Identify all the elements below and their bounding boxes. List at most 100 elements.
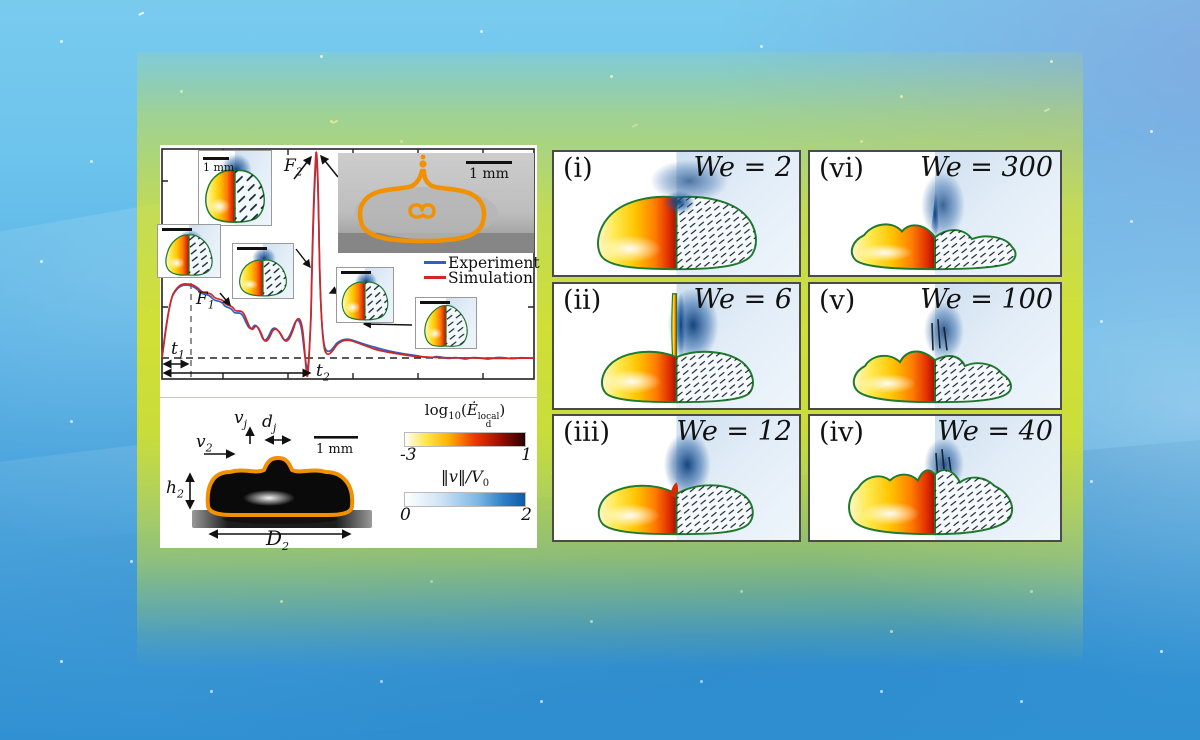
weber-number: We = 6 (693, 284, 793, 315)
scale-bar (420, 301, 450, 304)
h2-sub: 2 (176, 487, 184, 501)
t2-base: t (316, 361, 323, 381)
energy-colorbar-title: log10(Ė local d) (400, 401, 530, 430)
droplet-schematic (185, 426, 372, 539)
snapshot-inset-4 (336, 267, 394, 323)
f1-base: F (196, 289, 208, 309)
we-panel-iv: (iv) We = 40 (808, 414, 1062, 542)
weber-number: We = 100 (920, 284, 1053, 315)
we-panel-graphic (601, 284, 799, 408)
we-panel-graphic (597, 416, 799, 540)
vj-label: vj (234, 408, 248, 431)
snapshot-inset-5 (415, 297, 477, 349)
energy-min: -3 (400, 445, 417, 465)
simulation-line-swatch (424, 276, 446, 279)
snapshot-inset-2 (157, 224, 221, 278)
h2-base: h (166, 478, 177, 498)
energy-sub: d (485, 420, 492, 430)
weber-panel-grid: (i) We = 2 (vi) We = 300 (552, 150, 1064, 543)
we-panel-graphic (850, 152, 1060, 275)
velocity-min: 0 (400, 504, 411, 525)
schematic-panel: v2 vj dj h2 D2 1 mm log10(Ė local d) -3 1 … (160, 398, 537, 552)
scale-bar (203, 157, 229, 160)
energy-max: 1 (521, 445, 532, 465)
velocity-max: 2 (521, 504, 532, 525)
snapshot-graphic (341, 268, 393, 322)
log-base: 10 (448, 411, 461, 422)
velocity-colorbar-ticks: 0 2 (400, 504, 532, 526)
d2-base: D (266, 526, 283, 550)
panel-id: (ii) (563, 285, 602, 316)
scale-bar-label: 1 mm (203, 161, 235, 174)
snapshot-graphic (205, 151, 271, 225)
snapshot-graphic (424, 298, 476, 348)
f2-sub: 2 (295, 165, 303, 179)
we-panel-graphic (848, 416, 1060, 540)
energy-sup: local (477, 412, 500, 422)
v2-sub: 2 (205, 441, 213, 455)
scale-bar (341, 271, 371, 274)
snapshot-inset-1: 1 mm (198, 150, 272, 226)
force-time-plot-panel: F2 F1 t1 t2 Experiment Simulation (157, 145, 540, 397)
t2-label: t2 (316, 361, 330, 384)
snapshot-graphic (165, 225, 220, 277)
t1-sub: 1 (177, 348, 185, 362)
dj-label: dj (262, 412, 276, 434)
panel-id: (i) (563, 153, 593, 184)
dj-base: d (262, 412, 273, 432)
we-panel-ii: (ii) We = 6 (552, 282, 801, 410)
vj-base: v (234, 408, 244, 428)
colorbars: log10(Ė local d) -3 1 ‖v‖/V0 0 2 (400, 401, 532, 527)
panel-id: (iv) (819, 417, 864, 448)
d2-diameter-label: D2 (266, 528, 289, 552)
weber-number: We = 300 (920, 152, 1053, 183)
t2-sub: 2 (322, 370, 330, 384)
legend-simulation-label: Simulation (448, 268, 533, 287)
we-panel-graphic (597, 152, 799, 275)
photo-scale-label: 1 mm (469, 166, 509, 182)
we-panel-graphic (852, 284, 1060, 408)
legend-experiment: Experiment (424, 253, 540, 272)
weber-number: We = 12 (676, 416, 792, 447)
scale-bar (237, 247, 267, 250)
log-fn: log (424, 401, 449, 419)
h2-label: h2 (166, 478, 184, 501)
photo-inset: 1 mm (338, 153, 534, 253)
we-panel-vi: (vi) We = 300 (808, 150, 1062, 277)
velocity-colorbar (404, 491, 526, 507)
we-panel-v: (v) We = 100 (808, 282, 1062, 410)
weber-number: We = 40 (937, 416, 1053, 447)
we-panel-i: (i) We = 2 (552, 150, 801, 277)
f1-sub: 1 (207, 298, 215, 312)
snapshot-inset-3 (232, 243, 294, 299)
legend-experiment-label: Experiment (448, 253, 540, 272)
we-panel-iii: (iii) We = 12 (552, 414, 801, 542)
velocity-symbol: ‖v‖/V (440, 466, 483, 486)
t1-label: t1 (171, 339, 185, 362)
t1-base: t (171, 339, 178, 359)
velocity-sub: 0 (482, 477, 490, 489)
energy-colorbar-ticks: -3 1 (400, 445, 532, 466)
f2-label: F2 (284, 158, 303, 179)
schematic-scale-label: 1 mm (316, 442, 354, 457)
panel-id: (v) (819, 285, 856, 316)
photo-graphic: 1 mm (338, 153, 534, 253)
snapshot-graphic (239, 244, 293, 298)
plot-legend: Experiment Simulation (424, 253, 540, 287)
experiment-line-swatch (424, 261, 446, 264)
d2-sub: 2 (282, 540, 290, 553)
paren-close: ) (499, 401, 506, 419)
f1-label: F1 (196, 289, 215, 312)
vj-sub: j (243, 417, 248, 431)
v2-base: v (196, 432, 206, 452)
scale-bar (162, 228, 192, 231)
weber-number: We = 2 (693, 152, 793, 183)
velocity-colorbar-title: ‖v‖/V0 (400, 466, 530, 489)
panel-id: (vi) (819, 153, 864, 184)
energy-symbol: Ė (466, 401, 478, 419)
v2-label: v2 (196, 432, 213, 455)
legend-simulation: Simulation (424, 268, 540, 287)
panel-id: (iii) (563, 417, 610, 448)
energy-colorbar (404, 432, 526, 447)
